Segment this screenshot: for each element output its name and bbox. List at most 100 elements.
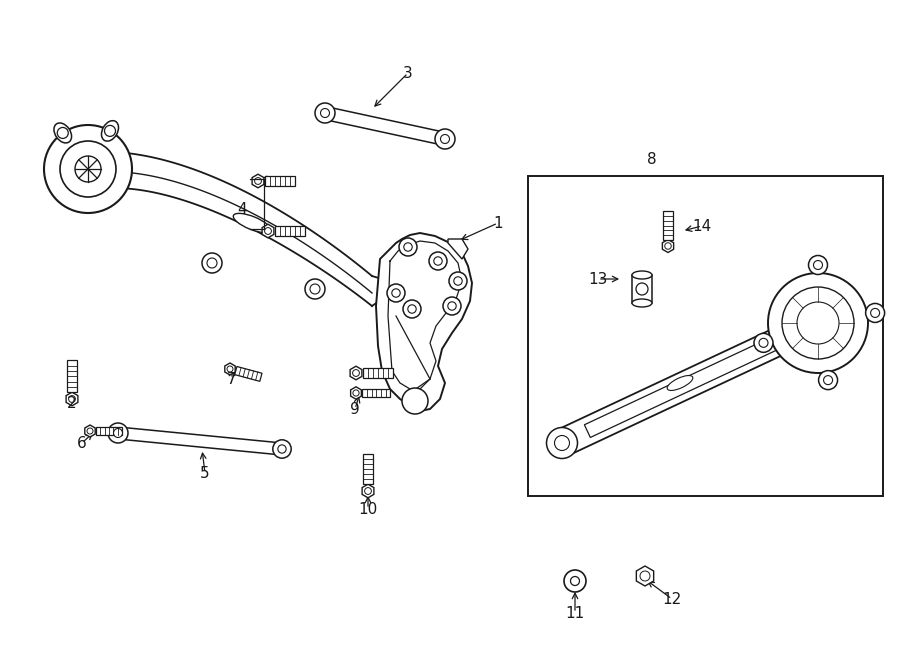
Circle shape <box>387 284 405 302</box>
Circle shape <box>58 128 68 138</box>
Circle shape <box>392 289 400 297</box>
Polygon shape <box>68 360 76 392</box>
Circle shape <box>278 445 286 453</box>
Text: 14: 14 <box>692 219 712 233</box>
Polygon shape <box>85 425 95 437</box>
Ellipse shape <box>233 214 271 233</box>
Polygon shape <box>274 226 305 236</box>
Circle shape <box>207 258 217 268</box>
Circle shape <box>870 309 879 317</box>
Text: 8: 8 <box>647 151 657 167</box>
Circle shape <box>408 305 416 313</box>
Circle shape <box>353 390 359 396</box>
Circle shape <box>443 297 461 315</box>
Circle shape <box>454 277 463 285</box>
Circle shape <box>310 284 320 294</box>
Circle shape <box>640 571 650 581</box>
Bar <box>632 275 652 303</box>
Text: 7: 7 <box>227 371 237 387</box>
Circle shape <box>564 570 586 592</box>
Circle shape <box>75 156 101 182</box>
Polygon shape <box>350 366 362 380</box>
Ellipse shape <box>632 299 652 307</box>
Polygon shape <box>235 366 262 381</box>
Ellipse shape <box>667 375 693 391</box>
Polygon shape <box>324 106 446 145</box>
Text: 12: 12 <box>662 592 681 607</box>
Circle shape <box>782 287 854 359</box>
Circle shape <box>273 440 292 458</box>
Circle shape <box>315 103 335 123</box>
Circle shape <box>255 178 261 184</box>
Circle shape <box>104 126 115 136</box>
Polygon shape <box>448 239 468 259</box>
Circle shape <box>108 423 128 443</box>
Circle shape <box>87 428 93 434</box>
Polygon shape <box>376 233 472 411</box>
Circle shape <box>759 338 768 347</box>
Text: 3: 3 <box>403 65 413 81</box>
Circle shape <box>636 283 648 295</box>
Text: 13: 13 <box>589 272 608 286</box>
Text: 9: 9 <box>350 401 360 416</box>
Circle shape <box>824 375 832 385</box>
Polygon shape <box>363 368 392 377</box>
Circle shape <box>448 302 456 310</box>
Circle shape <box>797 302 839 344</box>
Polygon shape <box>584 332 789 438</box>
Circle shape <box>435 129 455 149</box>
Circle shape <box>113 428 122 438</box>
Polygon shape <box>362 389 391 397</box>
Circle shape <box>571 576 580 586</box>
Circle shape <box>265 227 272 235</box>
Circle shape <box>68 395 76 403</box>
Circle shape <box>808 256 827 274</box>
Ellipse shape <box>632 271 652 279</box>
Polygon shape <box>663 212 672 239</box>
Text: 1: 1 <box>493 215 503 231</box>
Polygon shape <box>351 387 362 399</box>
Polygon shape <box>662 239 673 253</box>
Text: 10: 10 <box>358 502 378 516</box>
Circle shape <box>554 436 570 451</box>
Circle shape <box>429 252 447 270</box>
Circle shape <box>434 257 442 265</box>
Polygon shape <box>265 176 295 186</box>
Polygon shape <box>556 310 824 455</box>
Circle shape <box>819 371 838 389</box>
Ellipse shape <box>102 121 119 141</box>
Text: 2: 2 <box>68 395 76 410</box>
Circle shape <box>402 388 428 414</box>
Circle shape <box>399 238 417 256</box>
Text: 11: 11 <box>565 605 585 621</box>
Circle shape <box>866 303 885 323</box>
Polygon shape <box>66 392 78 406</box>
Circle shape <box>404 243 412 251</box>
Circle shape <box>754 333 773 352</box>
Circle shape <box>546 428 578 459</box>
Circle shape <box>449 272 467 290</box>
Polygon shape <box>117 427 283 455</box>
Circle shape <box>320 108 329 118</box>
Circle shape <box>364 488 372 494</box>
Polygon shape <box>225 363 235 375</box>
Text: 5: 5 <box>200 465 210 481</box>
Bar <box>528 176 883 496</box>
Text: 6: 6 <box>77 436 87 451</box>
Circle shape <box>44 125 132 213</box>
Polygon shape <box>636 566 653 586</box>
Text: 4: 4 <box>238 202 247 217</box>
Polygon shape <box>262 224 274 238</box>
Polygon shape <box>96 427 122 435</box>
Circle shape <box>403 300 421 318</box>
Circle shape <box>768 273 868 373</box>
Polygon shape <box>364 454 373 485</box>
Circle shape <box>227 366 233 372</box>
Circle shape <box>440 134 449 143</box>
Ellipse shape <box>54 123 72 143</box>
Polygon shape <box>362 485 374 498</box>
Circle shape <box>60 141 116 197</box>
Polygon shape <box>252 175 264 188</box>
Circle shape <box>353 369 359 376</box>
Circle shape <box>305 279 325 299</box>
